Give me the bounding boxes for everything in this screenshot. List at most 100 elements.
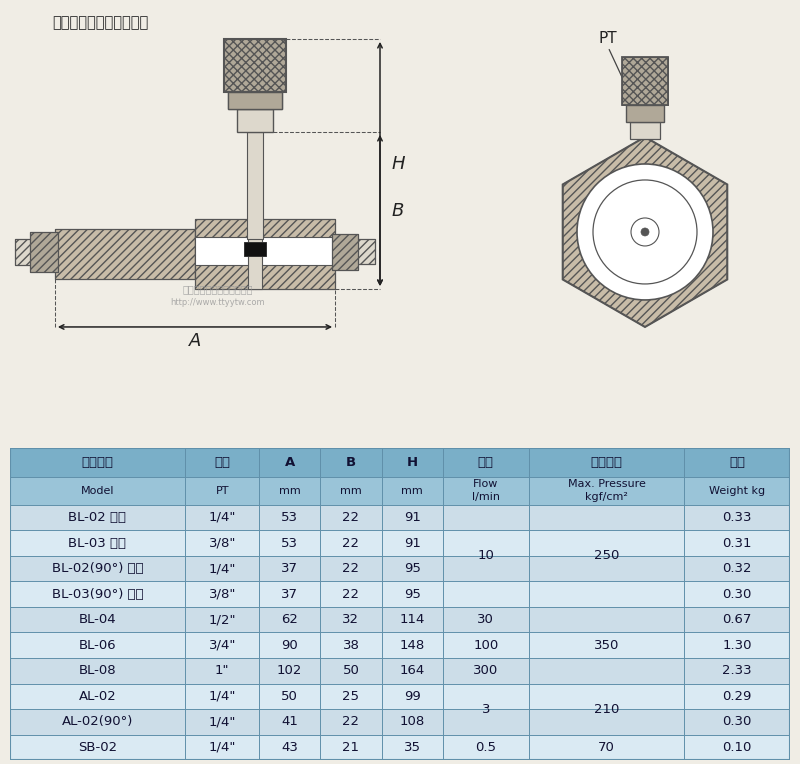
Text: 53: 53 xyxy=(281,536,298,549)
Text: 1/4": 1/4" xyxy=(209,715,236,728)
Text: Flow
l/min: Flow l/min xyxy=(472,479,500,502)
Polygon shape xyxy=(224,39,286,92)
Text: 0.30: 0.30 xyxy=(722,715,752,728)
Text: mm: mm xyxy=(402,486,423,496)
Circle shape xyxy=(631,218,659,246)
Text: 3/8": 3/8" xyxy=(209,588,236,601)
Text: 164: 164 xyxy=(400,664,425,677)
Text: 37: 37 xyxy=(281,588,298,601)
Circle shape xyxy=(641,228,649,236)
FancyBboxPatch shape xyxy=(10,633,790,658)
Text: PT: PT xyxy=(215,486,229,496)
Text: 148: 148 xyxy=(400,639,425,652)
Text: 95: 95 xyxy=(404,588,421,601)
Text: 0.30: 0.30 xyxy=(722,588,752,601)
Text: Model: Model xyxy=(81,486,114,496)
Text: 250: 250 xyxy=(594,549,619,562)
Text: PT: PT xyxy=(598,31,617,47)
Polygon shape xyxy=(247,132,263,239)
Text: mm: mm xyxy=(278,486,301,496)
Text: 41: 41 xyxy=(281,715,298,728)
Text: 90: 90 xyxy=(282,639,298,652)
Text: Max. Pressure
kgf/cm²: Max. Pressure kgf/cm² xyxy=(567,479,646,502)
Text: 0.32: 0.32 xyxy=(722,562,752,575)
Text: mm: mm xyxy=(340,486,362,496)
Polygon shape xyxy=(332,234,358,270)
Text: 0.5: 0.5 xyxy=(475,741,496,754)
Polygon shape xyxy=(237,109,273,132)
FancyBboxPatch shape xyxy=(10,607,790,633)
Text: 型式編號: 型式編號 xyxy=(82,456,114,469)
Polygon shape xyxy=(55,229,195,279)
Text: 3/8": 3/8" xyxy=(209,536,236,549)
FancyBboxPatch shape xyxy=(10,709,790,735)
Text: 35: 35 xyxy=(404,741,421,754)
Text: BL-06: BL-06 xyxy=(78,639,116,652)
Text: 99: 99 xyxy=(404,690,421,703)
Text: 21: 21 xyxy=(342,741,359,754)
Polygon shape xyxy=(335,239,375,264)
Text: 10: 10 xyxy=(478,549,494,562)
Text: 1.30: 1.30 xyxy=(722,639,752,652)
Text: 300: 300 xyxy=(474,664,498,677)
Text: 22: 22 xyxy=(342,536,359,549)
Text: A: A xyxy=(189,332,201,350)
Text: 0.67: 0.67 xyxy=(722,613,752,626)
Text: 2.33: 2.33 xyxy=(722,664,752,677)
Text: 0.31: 0.31 xyxy=(722,536,752,549)
Text: 100: 100 xyxy=(474,639,498,652)
Text: BL-08: BL-08 xyxy=(78,664,116,677)
Text: 流量: 流量 xyxy=(478,456,494,469)
Text: 350: 350 xyxy=(594,639,619,652)
Polygon shape xyxy=(630,122,660,139)
Polygon shape xyxy=(195,219,335,289)
FancyBboxPatch shape xyxy=(10,658,790,684)
Text: 62: 62 xyxy=(281,613,298,626)
Polygon shape xyxy=(195,237,335,265)
Text: H: H xyxy=(392,155,406,173)
Text: http://www.ttyytw.com: http://www.ttyytw.com xyxy=(170,298,266,307)
Text: 22: 22 xyxy=(342,588,359,601)
Text: 1/2": 1/2" xyxy=(209,613,236,626)
Text: 0.29: 0.29 xyxy=(722,690,752,703)
Text: 1/4": 1/4" xyxy=(209,690,236,703)
FancyBboxPatch shape xyxy=(10,684,790,709)
FancyBboxPatch shape xyxy=(10,581,790,607)
Text: 91: 91 xyxy=(404,511,421,524)
Polygon shape xyxy=(562,137,727,327)
Text: H: H xyxy=(406,456,418,469)
Text: 95: 95 xyxy=(404,562,421,575)
Text: 22: 22 xyxy=(342,562,359,575)
Text: 50: 50 xyxy=(342,664,359,677)
Text: 压力缓冲器型号规格尺寸: 压力缓冲器型号规格尺寸 xyxy=(52,15,148,30)
Text: 重量: 重量 xyxy=(730,456,746,469)
Text: 0.33: 0.33 xyxy=(722,511,752,524)
Text: 3/4": 3/4" xyxy=(209,639,236,652)
Polygon shape xyxy=(30,232,58,272)
Text: 1/4": 1/4" xyxy=(209,562,236,575)
Polygon shape xyxy=(228,92,282,109)
Text: 最高壓力: 最高壓力 xyxy=(590,456,622,469)
Text: 32: 32 xyxy=(342,613,359,626)
Text: BL-02 銀色: BL-02 銀色 xyxy=(69,511,126,524)
Text: 口徑: 口徑 xyxy=(214,456,230,469)
Polygon shape xyxy=(244,242,266,256)
Text: BL-03 銀色: BL-03 銀色 xyxy=(69,536,126,549)
FancyBboxPatch shape xyxy=(10,555,790,581)
FancyBboxPatch shape xyxy=(10,448,790,477)
Text: BL-02(90°) 銀色: BL-02(90°) 銀色 xyxy=(52,562,143,575)
Text: 上海台拓液压机械有限公司: 上海台拓液压机械有限公司 xyxy=(182,284,254,294)
Text: 3: 3 xyxy=(482,703,490,716)
FancyBboxPatch shape xyxy=(10,530,790,555)
FancyBboxPatch shape xyxy=(10,505,790,530)
Polygon shape xyxy=(228,92,282,109)
Text: 25: 25 xyxy=(342,690,359,703)
Text: 53: 53 xyxy=(281,511,298,524)
Text: BL-03(90°) 銀色: BL-03(90°) 銀色 xyxy=(52,588,143,601)
Text: 43: 43 xyxy=(281,741,298,754)
Text: 114: 114 xyxy=(399,613,425,626)
Text: 38: 38 xyxy=(342,639,359,652)
Text: 1/4": 1/4" xyxy=(209,741,236,754)
FancyBboxPatch shape xyxy=(10,477,790,505)
Polygon shape xyxy=(15,239,55,265)
